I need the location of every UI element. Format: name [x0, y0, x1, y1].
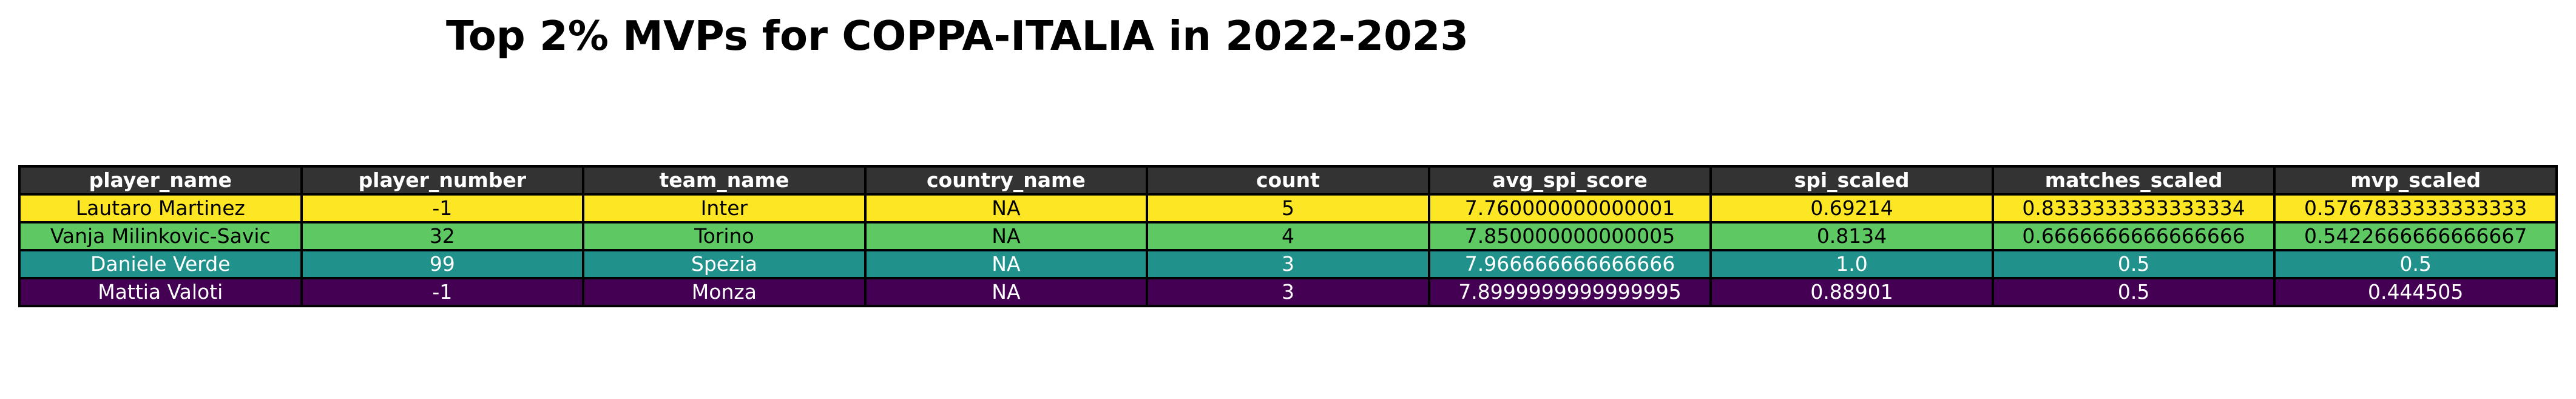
header-row: player_name player_number team_name coun…	[18, 165, 2558, 196]
mvp-table: player_name player_number team_name coun…	[18, 165, 2558, 307]
table-row: Mattia Valoti -1 Monza NA 3 7.8999999999…	[18, 277, 2558, 307]
table-cell: 7.8999999999999995	[1427, 277, 1712, 307]
table-cell: 0.5422666666666667	[2273, 221, 2558, 251]
table-cell: 0.8134	[1709, 221, 1994, 251]
table-cell: 5	[1146, 193, 1430, 223]
header-cell: avg_spi_score	[1427, 165, 1712, 196]
table-cell: 0.444505	[2273, 277, 2558, 307]
table-cell: 0.88901	[1709, 277, 1994, 307]
table-cell: 7.966666666666666	[1427, 249, 1712, 279]
table-cell: 0.5767833333333333	[2273, 193, 2558, 223]
table-cell: 0.5	[2273, 249, 2558, 279]
table-cell: 1.0	[1709, 249, 1994, 279]
table-cell: Daniele Verde	[18, 249, 303, 279]
table-cell: 99	[300, 249, 585, 279]
header-cell: matches_scaled	[1991, 165, 2276, 196]
table-cell: Torino	[582, 221, 867, 251]
header-cell: mvp_scaled	[2273, 165, 2558, 196]
table-cell: NA	[864, 221, 1149, 251]
header-cell: team_name	[582, 165, 867, 196]
table-row: Daniele Verde 99 Spezia NA 3 7.966666666…	[18, 249, 2558, 279]
table-cell: Mattia Valoti	[18, 277, 303, 307]
table-cell: 3	[1146, 277, 1430, 307]
header-cell: country_name	[864, 165, 1149, 196]
table-cell: Spezia	[582, 249, 867, 279]
table-cell: Monza	[582, 277, 867, 307]
table-cell: -1	[300, 193, 585, 223]
table-cell: NA	[864, 277, 1149, 307]
chart-title: Top 2% MVPs for COPPA-ITALIA in 2022-202…	[445, 12, 1469, 60]
table-cell: -1	[300, 277, 585, 307]
table-cell: 4	[1146, 221, 1430, 251]
table-cell: Vanja Milinkovic-Savic	[18, 221, 303, 251]
table-cell: 0.5	[1991, 277, 2276, 307]
header-cell: player_number	[300, 165, 585, 196]
table-row: Lautaro Martinez -1 Inter NA 5 7.7600000…	[18, 193, 2558, 223]
table-row: Vanja Milinkovic-Savic 32 Torino NA 4 7.…	[18, 221, 2558, 251]
table-cell: 0.6666666666666666	[1991, 221, 2276, 251]
table-cell: Lautaro Martinez	[18, 193, 303, 223]
table-cell: 3	[1146, 249, 1430, 279]
table-cell: 32	[300, 221, 585, 251]
table-cell: Inter	[582, 193, 867, 223]
table-cell: 7.850000000000005	[1427, 221, 1712, 251]
header-cell: spi_scaled	[1709, 165, 1994, 196]
header-cell: player_name	[18, 165, 303, 196]
header-cell: count	[1146, 165, 1430, 196]
table-cell: 0.5	[1991, 249, 2276, 279]
table-cell: NA	[864, 249, 1149, 279]
table-cell: 0.8333333333333334	[1991, 193, 2276, 223]
table-cell: 0.69214	[1709, 193, 1994, 223]
table-cell: 7.760000000000001	[1427, 193, 1712, 223]
table-cell: NA	[864, 193, 1149, 223]
